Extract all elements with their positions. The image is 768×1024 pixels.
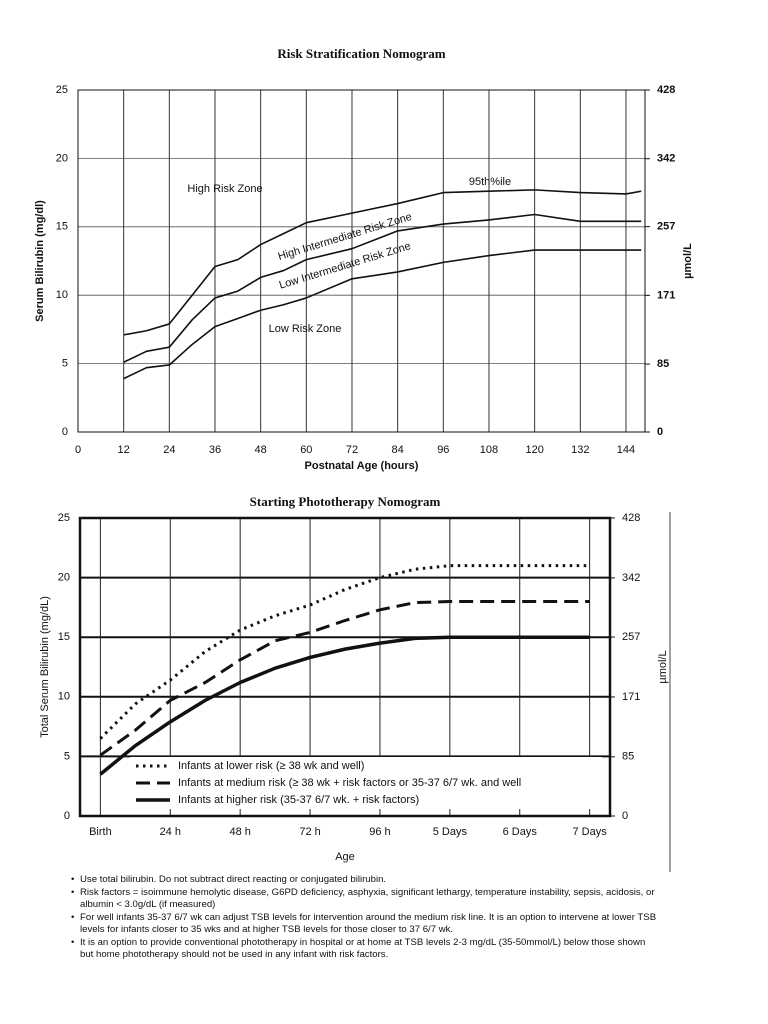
y-axis-title: Serum Bilirubin (mg/dl) bbox=[34, 200, 46, 322]
x-tick-label: 96 bbox=[437, 444, 449, 456]
x-tick-label: 60 bbox=[300, 444, 312, 456]
x-tick-label: 24 bbox=[163, 444, 175, 456]
x-tick-label: 144 bbox=[617, 444, 635, 456]
x-tick-label: 6 Days bbox=[503, 826, 538, 838]
y-tick-label: 20 bbox=[58, 572, 70, 584]
x-tick-label: 120 bbox=[525, 444, 543, 456]
zone-label: High Risk Zone bbox=[187, 183, 262, 195]
y2-axis-title: µmol/L bbox=[682, 243, 694, 279]
notes: Use total bilirubin. Do not subtract dir… bbox=[70, 874, 660, 962]
x-tick-label: Birth bbox=[89, 826, 112, 838]
note: It is an option to provide conventional … bbox=[71, 937, 660, 962]
legend-label: Infants at higher risk (35-37 6/7 wk. + … bbox=[178, 794, 419, 806]
x-tick-label: 48 h bbox=[229, 826, 250, 838]
y-tick-label: 0 bbox=[62, 426, 68, 438]
legend-label: Infants at lower risk (≥ 38 wk and well) bbox=[178, 760, 364, 772]
y-tick-label: 15 bbox=[58, 631, 70, 643]
zone-label: 95th%ile bbox=[469, 176, 511, 188]
chart-title: Risk Stratification Nomogram bbox=[277, 46, 445, 61]
x-tick-label: 72 h bbox=[299, 826, 320, 838]
plot-frame bbox=[78, 516, 612, 818]
x-tick-label: 36 bbox=[209, 444, 221, 456]
y-tick-label: 0 bbox=[64, 810, 70, 822]
series-line bbox=[123, 249, 642, 380]
y2-tick-label: 171 bbox=[622, 691, 640, 703]
y-tick-label: 10 bbox=[56, 289, 68, 301]
x-tick-label: 84 bbox=[392, 444, 404, 456]
y-tick-label: 25 bbox=[58, 512, 70, 524]
y2-tick-label: 85 bbox=[657, 358, 669, 370]
y-tick-label: 5 bbox=[62, 358, 68, 370]
x-tick-label: 108 bbox=[480, 444, 498, 456]
y2-tick-label: 0 bbox=[657, 426, 663, 438]
y2-tick-label: 428 bbox=[657, 84, 675, 96]
y2-axis-title: µmol/L bbox=[657, 650, 669, 683]
y2-tick-label: 85 bbox=[622, 751, 634, 763]
y2-tick-label: 257 bbox=[622, 631, 640, 643]
y-tick-label: 20 bbox=[56, 152, 68, 164]
x-tick-label: 12 bbox=[118, 444, 130, 456]
y-tick-label: 5 bbox=[64, 750, 70, 762]
plot-frame bbox=[77, 89, 646, 433]
y-tick-label: 15 bbox=[56, 221, 68, 233]
y2-tick-label: 0 bbox=[622, 810, 628, 822]
x-tick-label: 96 h bbox=[369, 826, 390, 838]
y-tick-label: 25 bbox=[56, 84, 68, 96]
x-axis-title: Age bbox=[335, 851, 355, 863]
charts: Risk Stratification Nomogram Postnatal Ag… bbox=[34, 46, 694, 872]
y2-tick-label: 342 bbox=[657, 153, 675, 165]
series-line bbox=[123, 213, 642, 363]
note: Use total bilirubin. Do not subtract dir… bbox=[71, 874, 660, 887]
x-axis-title: Postnatal Age (hours) bbox=[305, 460, 419, 472]
x-tick-label: 5 Days bbox=[433, 826, 468, 838]
zone-label: Low Risk Zone bbox=[269, 323, 342, 335]
y2-tick-label: 342 bbox=[622, 572, 640, 584]
y2-tick-label: 257 bbox=[657, 221, 675, 233]
series-line bbox=[123, 189, 642, 336]
note: For well infants 35-37 6/7 wk can adjust… bbox=[71, 912, 660, 937]
legend-box bbox=[130, 757, 602, 809]
note: Risk factors = isoimmune hemolytic disea… bbox=[71, 887, 660, 912]
y-axis-title: Total Serum Bilirubin (mg/dL) bbox=[39, 596, 51, 738]
y2-tick-label: 171 bbox=[657, 289, 675, 301]
y-tick-label: 10 bbox=[58, 691, 70, 703]
x-tick-label: 72 bbox=[346, 444, 358, 456]
y2-tick-label: 428 bbox=[622, 512, 640, 524]
x-tick-label: 7 Days bbox=[572, 826, 607, 838]
chart-title: Starting Phototherapy Nomogram bbox=[250, 494, 441, 509]
series-line bbox=[99, 564, 590, 740]
legend-label: Infants at medium risk (≥ 38 wk + risk f… bbox=[178, 777, 521, 789]
series-line bbox=[99, 599, 590, 757]
x-tick-label: 24 h bbox=[160, 826, 181, 838]
x-tick-label: 0 bbox=[75, 444, 81, 456]
x-tick-label: 48 bbox=[255, 444, 267, 456]
series-line bbox=[99, 635, 590, 776]
x-tick-label: 132 bbox=[571, 444, 589, 456]
